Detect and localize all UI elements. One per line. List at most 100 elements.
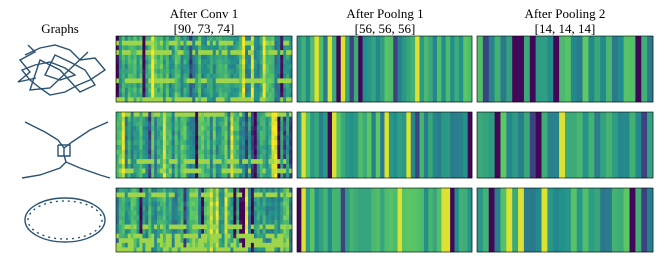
- heatmap-cell: [180, 224, 184, 230]
- heatmap-cell: [124, 121, 129, 127]
- heatmap-cell: [145, 173, 149, 179]
- heatmap-cell: [218, 159, 222, 165]
- heatmap-cell: [280, 59, 284, 65]
- heatmap-cell: [512, 188, 519, 253]
- heatmap-cell: [641, 188, 648, 253]
- heatmap-cell: [195, 163, 199, 169]
- heatmap-cell: [224, 64, 228, 70]
- heatmap-cell: [212, 220, 217, 225]
- heatmap-cell: [268, 224, 272, 230]
- heatmap-cell: [388, 36, 394, 103]
- heatmap-cell: [195, 87, 199, 93]
- heatmap-cell: [215, 197, 219, 203]
- heatmap-cell: [256, 54, 261, 60]
- heatmap-cell: [162, 112, 167, 118]
- heatmap-cell: [174, 188, 178, 193]
- heatmap-cell: [259, 126, 263, 132]
- heatmap-cell: [118, 238, 123, 244]
- heatmap-cell: [206, 92, 211, 98]
- heatmap-cell: [215, 54, 219, 60]
- heatmap-cell: [133, 188, 137, 193]
- heatmap-cell: [467, 36, 473, 103]
- heatmap-cell: [274, 173, 278, 179]
- heatmap-cell: [162, 50, 167, 56]
- heatmap-cell: [259, 50, 263, 56]
- heatmap-cell: [445, 112, 451, 179]
- heatmap-cell: [209, 188, 214, 193]
- heatmap-cell: [209, 159, 214, 165]
- heatmap-cell: [239, 135, 243, 141]
- heatmap-cell: [192, 149, 196, 155]
- heatmap-cell: [397, 188, 403, 253]
- heatmap-cell: [116, 97, 120, 103]
- heatmap-cell: [186, 242, 190, 248]
- heatmap-cell: [174, 201, 178, 207]
- heatmap-cell: [218, 201, 222, 207]
- heatmap-cell: [162, 224, 167, 230]
- heatmap-cell: [248, 112, 252, 118]
- heatmap-cell: [186, 159, 190, 165]
- heatmap-cell: [133, 242, 137, 248]
- heatmap-cell: [162, 36, 167, 42]
- heatmap-cell: [148, 163, 152, 169]
- heatmap-cell: [206, 215, 211, 221]
- heatmap-cell: [323, 112, 328, 179]
- heatmap-cell: [154, 135, 158, 141]
- heatmap-cell: [168, 87, 173, 93]
- heatmap-cell: [118, 92, 123, 98]
- heatmap-cell: [204, 126, 208, 132]
- heatmap-cell: [289, 112, 293, 118]
- heatmap-cell: [162, 201, 167, 207]
- heatmap-cell: [177, 130, 181, 136]
- heatmap-cell: [230, 224, 234, 230]
- heatmap-cell: [204, 97, 208, 103]
- heatmap-cell: [206, 242, 211, 248]
- heatmap-cell: [283, 201, 287, 207]
- heatmap-cell: [494, 188, 501, 253]
- heatmap-cell: [165, 247, 170, 253]
- heatmap-cell: [221, 145, 225, 151]
- heatmap-cell: [174, 233, 178, 239]
- heatmap-cell: [201, 206, 205, 212]
- heatmap-cell: [611, 112, 619, 179]
- heatmap-cell: [283, 233, 287, 239]
- heatmap-cell: [127, 36, 131, 42]
- heatmap-cell: [253, 201, 258, 207]
- heatmap-cell: [139, 149, 143, 155]
- heatmap-cell: [195, 145, 199, 151]
- heatmap-cell: [133, 140, 137, 146]
- heatmap-cell: [265, 45, 269, 51]
- heatmap-cell: [259, 45, 263, 51]
- heatmap-cell: [280, 64, 284, 70]
- heatmap-cell: [136, 78, 140, 84]
- heatmap-cell: [221, 163, 225, 169]
- heatmap-cell: [160, 87, 164, 93]
- heatmap-cell: [195, 36, 199, 42]
- heatmap-cell: [201, 173, 205, 179]
- heatmap-cell: [641, 36, 648, 103]
- heatmap-cell: [236, 247, 240, 253]
- heatmap-cell: [280, 159, 284, 165]
- heatmap-cell: [262, 140, 266, 146]
- heatmap-cell: [242, 78, 246, 84]
- heatmap-cell: [375, 112, 381, 179]
- heatmap-cell: [157, 215, 161, 221]
- heatmap-cell: [154, 188, 158, 193]
- heatmap-cell: [201, 36, 205, 42]
- heatmap-cell: [177, 159, 181, 165]
- heatmap-cell: [248, 145, 252, 151]
- heatmap-cell: [145, 145, 149, 151]
- heatmap-cell: [130, 36, 134, 42]
- heatmap-cell: [204, 54, 208, 60]
- heatmap-cell: [127, 45, 131, 51]
- heatmap-cell: [136, 238, 140, 244]
- heatmap-cell: [198, 92, 202, 98]
- heatmap-cell: [227, 36, 231, 42]
- heatmap-cell: [127, 130, 131, 136]
- heatmap-cell: [233, 210, 237, 216]
- heatmap-cell: [183, 87, 187, 93]
- heatmap-cell: [157, 50, 161, 56]
- heatmap-cell: [165, 73, 170, 79]
- heatmap-cell: [277, 154, 281, 160]
- heatmap-cell: [259, 210, 263, 216]
